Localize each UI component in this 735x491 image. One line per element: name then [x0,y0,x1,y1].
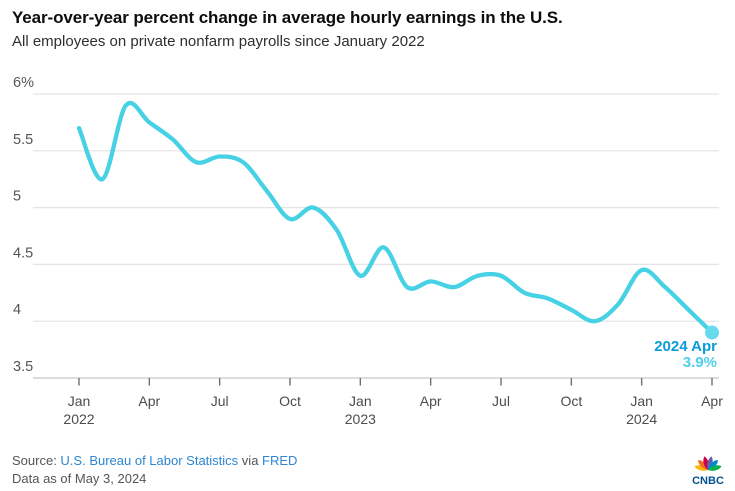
x-tick-year-label: 2022 [63,411,94,427]
endpoint-annotation-value: 3.9% [682,354,717,371]
x-tick-year-label: 2023 [345,411,376,427]
trend-line [76,101,715,335]
x-tick-label: Apr [701,393,723,409]
x-tick-label: Apr [138,393,160,409]
cnbc-logo: CNBC [688,446,728,487]
footer: Source: U.S. Bureau of Labor Statistics … [12,452,297,488]
endpoint-annotation: 2024 Apr 3.9% [654,339,717,371]
y-tick-label: 5 [13,189,21,205]
cnbc-peacock-icon [694,456,722,471]
x-tick-label: Oct [279,393,301,409]
x-tick-year-label: 2024 [626,411,657,427]
x-tick-label: Jul [211,393,229,409]
x-tick-label: Jan [68,393,91,409]
y-tick-label: 4 [13,302,21,318]
y-tick-label: 5.5 [13,132,33,148]
page-title: Year-over-year percent change in average… [12,8,563,27]
peacock-feather [708,465,722,471]
peacock-feather [698,459,708,470]
source-link-bls[interactable]: U.S. Bureau of Labor Statistics [60,453,239,468]
source-link-fred[interactable]: FRED [262,453,298,468]
y-tick-label: 3.5 [13,359,33,375]
page-subtitle: All employees on private nonfarm payroll… [12,33,425,50]
y-tick-label: 4.5 [13,245,33,261]
x-tick-label: Apr [420,393,442,409]
x-tick-label: Jul [492,393,510,409]
source-prefix: Source: [12,453,61,468]
source-via: via [238,453,263,468]
data-as-of-label: Data as of May 3, 2024 [12,471,147,486]
peacock-feather [707,456,713,470]
y-tick-label: 6% [13,75,34,91]
x-tick-label: Jan [349,393,372,409]
x-tick-label: Jan [630,393,653,409]
peacock-feather [694,465,708,471]
cnbc-wordmark: CNBC [692,475,724,487]
endpoint-annotation-date: 2024 Apr [654,338,717,355]
peacock-feather [708,459,718,470]
endpoint-dot [705,325,719,340]
source-line: Source: U.S. Bureau of Labor Statistics … [12,452,297,470]
x-tick-label: Oct [560,393,582,409]
line-chart: 6% 5.5 5 4.5 4 3.5 Jan 2022 Apr Jul Oct Jan 2023 Apr J… [13,75,723,427]
